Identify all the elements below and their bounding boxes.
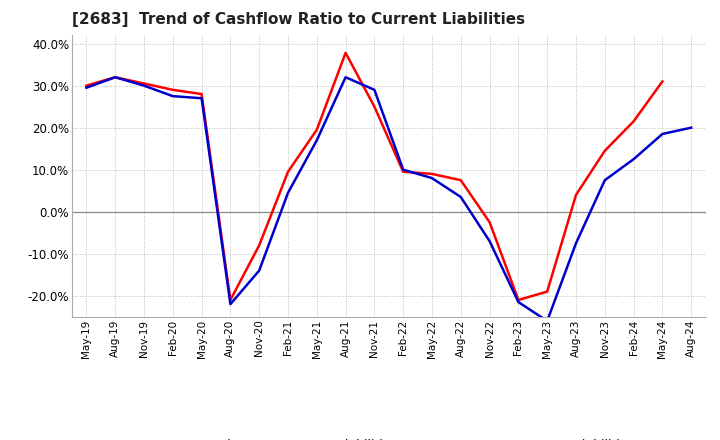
Free CF to Current Liabilities [600, 178, 609, 183]
Free CF to Current Liabilities [255, 268, 264, 273]
Legend: Operating CF to Current Liabilities, Free CF to Current Liabilities: Operating CF to Current Liabilities, Fre… [138, 434, 639, 440]
Free CF to Current Liabilities [399, 167, 408, 172]
Free CF to Current Liabilities [168, 94, 177, 99]
Operating CF to Current Liabilities [111, 75, 120, 80]
Text: [2683]  Trend of Cashflow Ratio to Current Liabilities: [2683] Trend of Cashflow Ratio to Curren… [72, 12, 525, 27]
Operating CF to Current Liabilities [168, 87, 177, 92]
Operating CF to Current Liabilities [140, 81, 148, 86]
Free CF to Current Liabilities [456, 194, 465, 200]
Operating CF to Current Liabilities [572, 192, 580, 198]
Free CF to Current Liabilities [687, 125, 696, 130]
Free CF to Current Liabilities [514, 300, 523, 305]
Operating CF to Current Liabilities [370, 104, 379, 109]
Free CF to Current Liabilities [428, 176, 436, 181]
Free CF to Current Liabilities [312, 138, 321, 143]
Free CF to Current Liabilities [111, 75, 120, 80]
Free CF to Current Liabilities [341, 75, 350, 80]
Operating CF to Current Liabilities [226, 297, 235, 303]
Free CF to Current Liabilities [543, 319, 552, 324]
Operating CF to Current Liabilities [600, 148, 609, 154]
Operating CF to Current Liabilities [428, 171, 436, 176]
Operating CF to Current Liabilities [255, 243, 264, 248]
Operating CF to Current Liabilities [399, 169, 408, 174]
Operating CF to Current Liabilities [341, 50, 350, 55]
Operating CF to Current Liabilities [312, 127, 321, 132]
Free CF to Current Liabilities [82, 85, 91, 90]
Free CF to Current Liabilities [572, 241, 580, 246]
Operating CF to Current Liabilities [284, 169, 292, 174]
Free CF to Current Liabilities [370, 87, 379, 92]
Operating CF to Current Liabilities [514, 297, 523, 303]
Free CF to Current Liabilities [226, 301, 235, 307]
Free CF to Current Liabilities [284, 190, 292, 195]
Operating CF to Current Liabilities [456, 178, 465, 183]
Line: Free CF to Current Liabilities: Free CF to Current Liabilities [86, 77, 691, 321]
Free CF to Current Liabilities [197, 95, 206, 101]
Operating CF to Current Liabilities [658, 79, 667, 84]
Operating CF to Current Liabilities [197, 92, 206, 97]
Operating CF to Current Liabilities [543, 289, 552, 294]
Free CF to Current Liabilities [658, 131, 667, 136]
Operating CF to Current Liabilities [629, 119, 638, 124]
Operating CF to Current Liabilities [82, 83, 91, 88]
Free CF to Current Liabilities [629, 157, 638, 162]
Line: Operating CF to Current Liabilities: Operating CF to Current Liabilities [86, 53, 662, 300]
Operating CF to Current Liabilities [485, 220, 494, 225]
Free CF to Current Liabilities [140, 83, 148, 88]
Free CF to Current Liabilities [485, 238, 494, 244]
